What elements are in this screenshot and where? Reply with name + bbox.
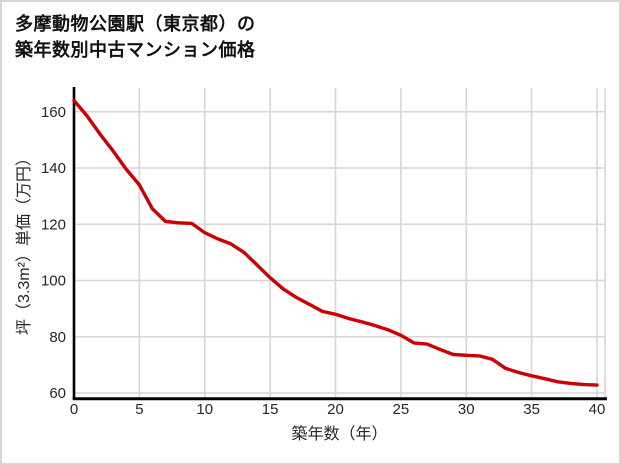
x-tick-label: 0 <box>70 401 78 418</box>
chart-title-line-2: 築年数別中古マンション価格 <box>15 40 256 60</box>
x-tick-label: 35 <box>523 401 540 418</box>
y-tick-label: 140 <box>41 160 66 177</box>
x-tick-label: 10 <box>196 401 213 418</box>
x-tick-label: 25 <box>393 401 410 418</box>
y-axis-title: 坪（3.3m²）単価（万円） <box>15 150 33 335</box>
x-tick-label: 15 <box>262 401 279 418</box>
x-tick-label: 30 <box>458 401 475 418</box>
price-line-series <box>72 98 599 387</box>
y-tick-label: 120 <box>41 216 66 233</box>
chart-title: 多摩動物公園駅（東京都）の 築年数別中古マンション価格 <box>15 11 256 63</box>
y-tick-label: 80 <box>49 329 66 346</box>
x-tick-label: 20 <box>327 401 344 418</box>
y-tick-label: 100 <box>41 273 66 290</box>
chart-title-line-1: 多摩動物公園駅（東京都）の <box>15 14 256 34</box>
x-tick-label: 5 <box>135 401 143 418</box>
y-tick-label: 60 <box>49 385 66 402</box>
x-tick-label: 40 <box>589 401 606 418</box>
y-tick-label: 160 <box>41 104 66 121</box>
x-axis-title: 築年数（年） <box>291 425 387 443</box>
